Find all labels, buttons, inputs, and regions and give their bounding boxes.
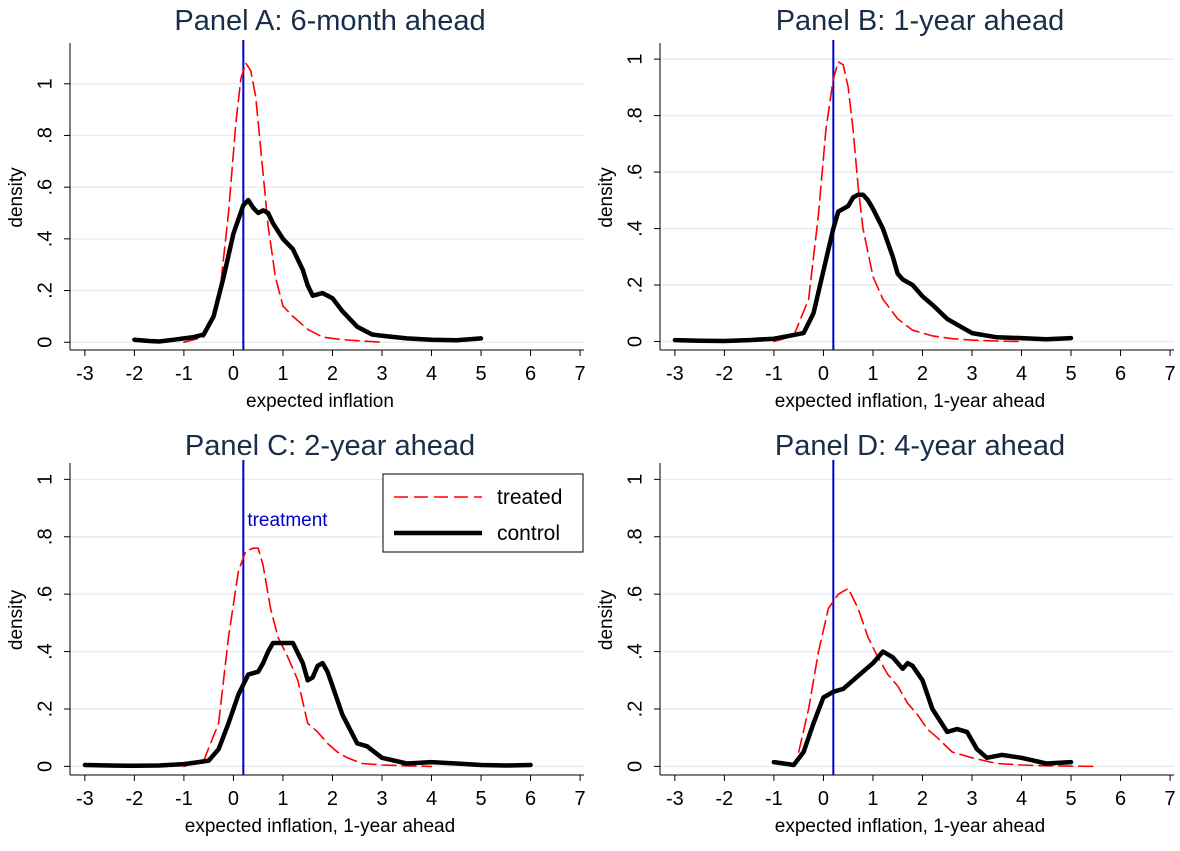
x-tick-label: 7 bbox=[575, 788, 586, 810]
x-tick-label: -3 bbox=[76, 788, 94, 810]
series-line-control bbox=[672, 192, 1074, 344]
y-tick-label: .4 bbox=[624, 220, 646, 237]
y-tick-label: .6 bbox=[34, 586, 56, 603]
treatment-label: treatment bbox=[247, 510, 328, 531]
x-tick-label: 5 bbox=[475, 363, 486, 385]
x-tick-label: 5 bbox=[1065, 788, 1076, 810]
x-axis-label: expected inflation, 1-year ahead bbox=[775, 391, 1045, 412]
series-line-control bbox=[132, 197, 484, 344]
x-axis-label: expected inflation bbox=[246, 391, 394, 412]
x-tick-label: -1 bbox=[765, 363, 783, 385]
y-tick-label: .8 bbox=[624, 528, 646, 545]
y-tick-label: 0 bbox=[624, 336, 646, 347]
x-tick-label: 6 bbox=[525, 363, 536, 385]
x-tick-label: -3 bbox=[666, 788, 684, 810]
legend-label-treated: treated bbox=[497, 486, 562, 509]
y-tick-label: .8 bbox=[34, 127, 56, 144]
x-tick-label: -1 bbox=[765, 788, 783, 810]
x-tick-label: 6 bbox=[1115, 788, 1126, 810]
y-axis-label: density bbox=[6, 589, 27, 650]
x-tick-label: -2 bbox=[715, 788, 733, 810]
chart-title: Panel A: 6-month ahead bbox=[174, 5, 485, 37]
y-tick-label: .4 bbox=[34, 231, 56, 248]
x-tick-label: 0 bbox=[228, 363, 239, 385]
y-tick-label: .6 bbox=[624, 164, 646, 181]
y-axis-label: density bbox=[596, 167, 617, 228]
x-tick-label: 2 bbox=[917, 788, 928, 810]
series-line-treated bbox=[183, 547, 433, 768]
x-tick-label: 0 bbox=[228, 788, 239, 810]
x-tick-label: -1 bbox=[175, 363, 193, 385]
x-tick-label: 7 bbox=[1165, 363, 1176, 385]
y-tick-label: .8 bbox=[34, 528, 56, 545]
y-tick-label: 1 bbox=[624, 474, 646, 485]
y-axis-label: density bbox=[6, 167, 27, 228]
x-tick-label: 7 bbox=[1165, 788, 1176, 810]
y-tick-label: 1 bbox=[34, 474, 56, 485]
y-tick-label: .6 bbox=[34, 179, 56, 196]
x-tick-label: 7 bbox=[575, 363, 586, 385]
x-tick-label: 5 bbox=[1065, 363, 1076, 385]
y-tick-label: .4 bbox=[624, 643, 646, 660]
x-tick-label: 4 bbox=[426, 788, 437, 810]
x-tick-label: 1 bbox=[867, 788, 878, 810]
y-tick-label: 0 bbox=[624, 761, 646, 772]
y-tick-label: .4 bbox=[34, 643, 56, 660]
panel-d-chart: Panel D: 4-year ahead 0 .2 .4 .6 .8 1 -3 -2 -1 0 1 2… bbox=[596, 430, 1176, 837]
panel-c-chart: Panel C: 2-year ahead 0 .2 .4 .6 .8 1 -3 -2 -1 0 1 2… bbox=[6, 430, 586, 837]
x-tick-label: -2 bbox=[715, 363, 733, 385]
y-tick-label: .8 bbox=[624, 107, 646, 124]
x-tick-label: 3 bbox=[966, 363, 977, 385]
y-tick-label: 0 bbox=[34, 337, 56, 348]
y-tick-label: .2 bbox=[624, 701, 646, 718]
x-tick-label: 0 bbox=[818, 788, 829, 810]
legend-box bbox=[382, 473, 584, 553]
x-tick-label: 2 bbox=[327, 788, 338, 810]
x-tick-label: -3 bbox=[666, 363, 684, 385]
series-line-treated bbox=[183, 62, 383, 344]
legend-label-control: control bbox=[497, 522, 560, 545]
series-line-control bbox=[82, 640, 533, 769]
x-tick-label: -3 bbox=[76, 363, 94, 385]
x-tick-label: 1 bbox=[277, 363, 288, 385]
series-line-treated bbox=[797, 587, 1097, 768]
y-tick-label: .2 bbox=[34, 701, 56, 718]
y-tick-label: .6 bbox=[624, 586, 646, 603]
x-tick-label: -2 bbox=[125, 363, 143, 385]
y-axis-label: density bbox=[596, 589, 617, 650]
panel-b-chart: Panel B: 1-year ahead 0 .2 .4 .6 .8 1 -3 -2 -1 0 1 2… bbox=[596, 5, 1176, 412]
x-tick-label: 3 bbox=[376, 788, 387, 810]
x-tick-label: 4 bbox=[1016, 363, 1027, 385]
x-tick-label: 4 bbox=[1016, 788, 1027, 810]
x-tick-label: 3 bbox=[966, 788, 977, 810]
x-tick-label: 5 bbox=[475, 788, 486, 810]
series-line-treated bbox=[773, 61, 1023, 343]
x-tick-label: 0 bbox=[818, 363, 829, 385]
x-tick-label: 6 bbox=[525, 788, 536, 810]
panel-a-chart: Panel A: 6-month ahead 0 .2 .4 .6 .8 1 -3 -2 -1 0 1… bbox=[6, 5, 586, 412]
x-tick-label: 1 bbox=[277, 788, 288, 810]
series-line-control bbox=[771, 649, 1074, 768]
chart-title: Panel C: 2-year ahead bbox=[185, 430, 475, 462]
y-tick-label: .2 bbox=[624, 277, 646, 294]
x-tick-label: -2 bbox=[125, 788, 143, 810]
x-tick-label: 2 bbox=[327, 363, 338, 385]
y-tick-label: 1 bbox=[624, 54, 646, 65]
legend: treated control bbox=[382, 473, 584, 553]
x-tick-label: -1 bbox=[175, 788, 193, 810]
x-axis-label: expected inflation, 1-year ahead bbox=[185, 816, 455, 837]
y-tick-label: 0 bbox=[34, 761, 56, 772]
chart-title: Panel D: 4-year ahead bbox=[775, 430, 1065, 462]
y-tick-label: 1 bbox=[34, 78, 56, 89]
x-axis-label: expected inflation, 1-year ahead bbox=[775, 816, 1045, 837]
chart-title: Panel B: 1-year ahead bbox=[776, 5, 1065, 37]
x-tick-label: 1 bbox=[867, 363, 878, 385]
x-tick-label: 3 bbox=[376, 363, 387, 385]
x-tick-label: 4 bbox=[426, 363, 437, 385]
x-tick-label: 6 bbox=[1115, 363, 1126, 385]
y-tick-label: .2 bbox=[34, 282, 56, 299]
x-tick-label: 2 bbox=[917, 363, 928, 385]
